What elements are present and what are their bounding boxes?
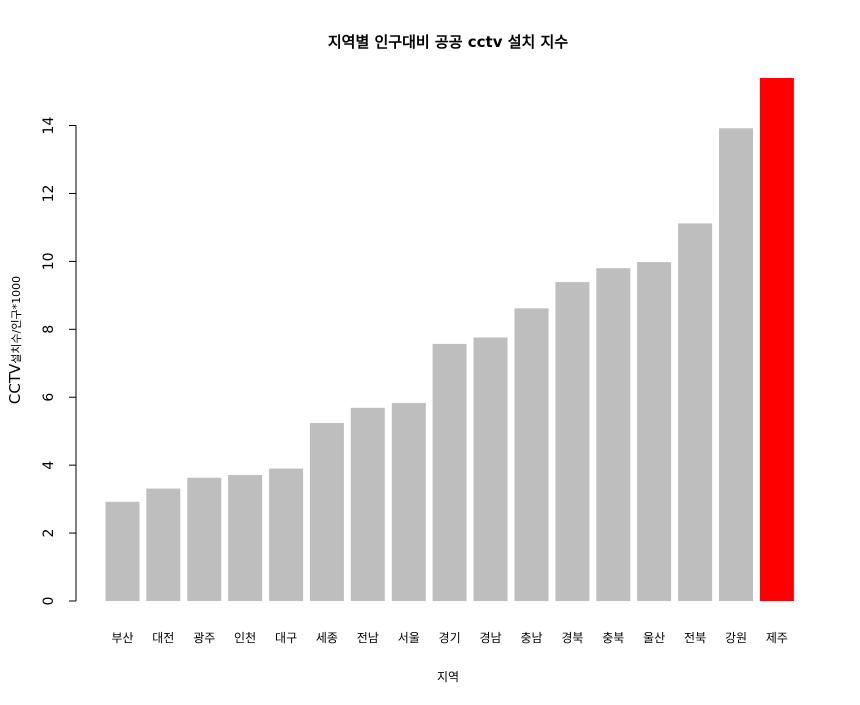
bar-9 bbox=[432, 343, 467, 601]
y-tick-label: 6 bbox=[41, 393, 57, 402]
bar-14 bbox=[637, 262, 672, 601]
y-tick-label: 14 bbox=[41, 117, 57, 135]
bars-group bbox=[105, 78, 794, 602]
bar-17 bbox=[759, 78, 794, 601]
bar-13 bbox=[596, 268, 631, 601]
x-axis-labels: 부산 대전 광주 인천 대구 세종 전남 서울 경기 경남 충남 경북 충북 울산 전북 강원 제주 bbox=[111, 630, 787, 645]
y-axis: 0 2 4 6 8 10 12 14 bbox=[41, 117, 77, 606]
x-tick-label: 경남 bbox=[479, 631, 501, 645]
x-tick-label: 경북 bbox=[561, 631, 583, 645]
bar-3 bbox=[187, 477, 222, 601]
x-tick-label: 세종 bbox=[316, 631, 338, 645]
bar-5 bbox=[269, 468, 304, 601]
bar-1 bbox=[105, 501, 140, 601]
x-tick-label: 서울 bbox=[398, 631, 420, 645]
x-tick-label: 경기 bbox=[439, 631, 461, 645]
x-tick-label: 울산 bbox=[643, 631, 665, 645]
x-tick-label: 부산 bbox=[111, 631, 133, 645]
x-axis-title: 지역 bbox=[437, 670, 459, 684]
bar-15 bbox=[678, 223, 713, 601]
y-tick-label: 4 bbox=[41, 461, 57, 470]
bar-4 bbox=[228, 475, 263, 601]
y-tick-label: 2 bbox=[41, 529, 57, 538]
x-tick-label: 강원 bbox=[725, 631, 747, 645]
x-tick-label: 전북 bbox=[684, 631, 706, 645]
y-tick-label: 12 bbox=[41, 185, 57, 203]
bar-6 bbox=[309, 423, 344, 601]
x-tick-label: 대전 bbox=[152, 631, 174, 645]
x-tick-label: 광주 bbox=[193, 631, 215, 645]
y-axis-title: CCTV설치수/인구*1000 bbox=[6, 276, 24, 404]
x-tick-label: 충남 bbox=[520, 631, 542, 645]
bar-10 bbox=[473, 337, 508, 601]
chart-title: 지역별 인구대비 공공 cctv 설치 지수 bbox=[328, 33, 568, 51]
bar-8 bbox=[391, 403, 426, 601]
x-tick-label: 인천 bbox=[234, 630, 256, 645]
bar-12 bbox=[555, 282, 590, 601]
x-tick-label: 전남 bbox=[357, 631, 379, 645]
x-tick-label: 충북 bbox=[602, 631, 624, 645]
x-tick-label: 대구 bbox=[275, 631, 297, 645]
x-tick-label: 제주 bbox=[766, 631, 788, 645]
bar-16 bbox=[719, 128, 753, 602]
y-tick-label: 8 bbox=[41, 325, 57, 334]
bar-2 bbox=[146, 488, 181, 601]
bar-11 bbox=[514, 308, 549, 601]
bar-7 bbox=[350, 407, 385, 601]
y-tick-label: 10 bbox=[41, 252, 57, 270]
y-tick-label: 0 bbox=[41, 597, 57, 606]
